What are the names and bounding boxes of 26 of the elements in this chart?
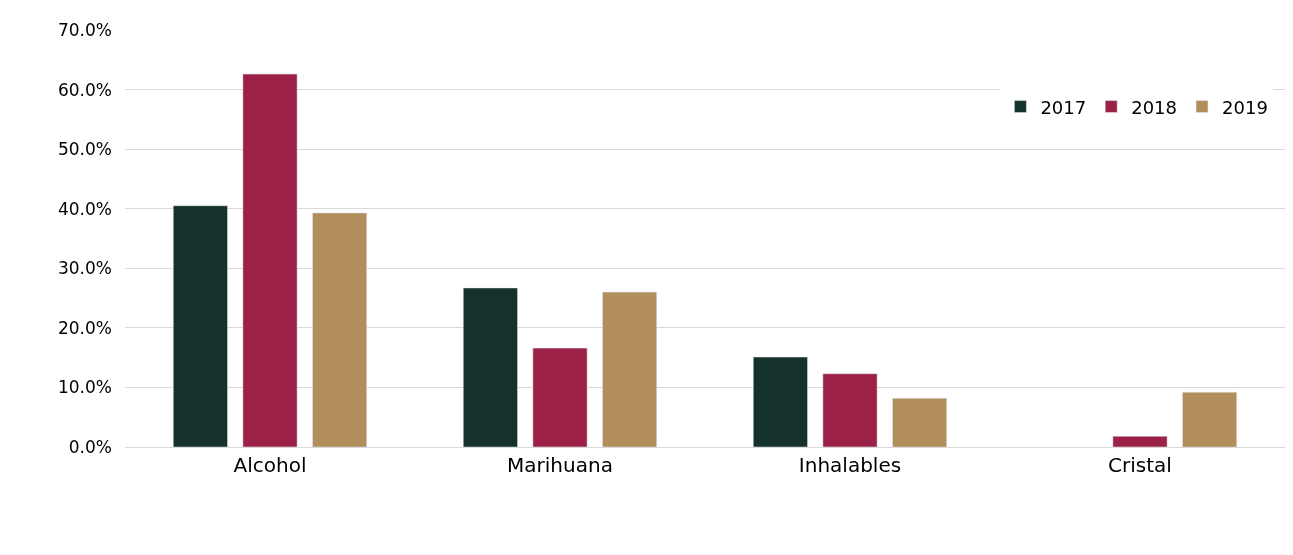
bar [463,287,518,447]
legend-label: 2017 [1040,96,1087,118]
y-tick-label: 20.0% [57,317,112,338]
bar [173,205,228,447]
x-tick-label: Marihuana [507,453,613,477]
bar [822,373,878,447]
y-tick-label: 30.0% [57,258,112,279]
y-tick-label: 60.0% [57,79,112,100]
y-tick-label: 40.0% [57,198,112,219]
bar [532,347,588,447]
y-tick-label: 70.0% [57,19,112,40]
y-tick-label: 10.0% [57,377,112,398]
y-tick-label: 50.0% [57,139,112,160]
bar [1112,436,1168,447]
y-tick-label: 0.0% [68,436,112,457]
legend-label: 2019 [1222,96,1268,118]
bar [602,291,657,447]
bar [312,212,367,447]
x-tick-label: Cristal [1108,453,1172,477]
bar [753,356,808,447]
bar [242,73,298,447]
bar [1182,391,1237,447]
legend-label: 2018 [1131,96,1178,118]
bar [892,397,947,447]
x-tick-label: Alcohol [233,453,307,477]
x-tick-label: Inhalables [798,453,902,477]
